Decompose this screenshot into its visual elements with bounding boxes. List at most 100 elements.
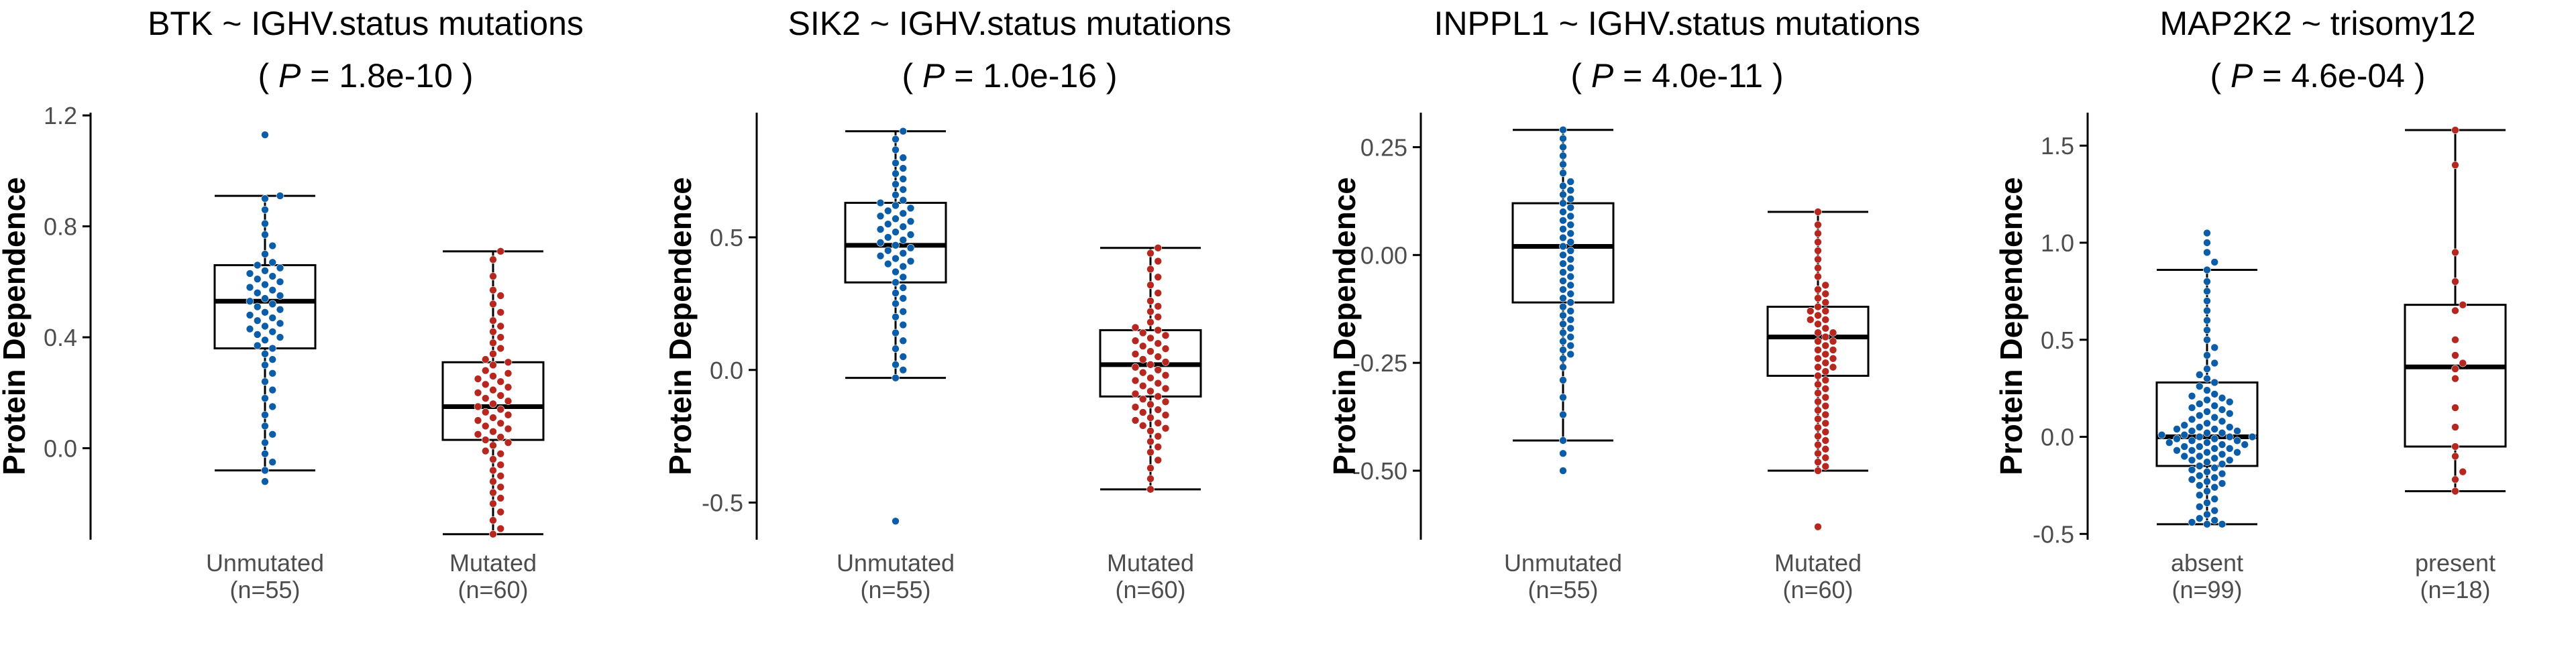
data-point [2210,473,2219,482]
data-point [1814,432,1822,440]
data-point [2210,378,2219,387]
data-point [2241,440,2249,449]
data-point [268,369,277,377]
data-point [2210,402,2219,410]
data-point [2451,306,2459,315]
data-point [892,190,900,199]
data-point [246,311,254,319]
data-point [1154,365,1163,374]
data-point [1814,337,1822,345]
data-point [1814,286,1822,294]
data-point [2459,359,2467,367]
data-point [496,392,505,400]
data-point [1559,311,1567,320]
data-point [489,530,497,538]
x-tick-label: Mutated [449,549,537,577]
data-point [1814,458,1822,466]
data-point [1814,406,1822,414]
y-tick-label: 0.0 [2041,424,2074,451]
data-point [2203,510,2211,519]
group-present: present(n=18) [2404,126,2507,603]
data-point [1154,289,1163,297]
p-value-number: = 4.0e-11 ) [1613,57,1783,95]
data-point [268,327,277,336]
data-point [1566,212,1575,221]
data-point [906,257,915,266]
data-point [2225,409,2234,418]
data-point [268,458,277,466]
data-point [2218,428,2226,437]
data-point [2451,374,2459,383]
data-point [1559,182,1567,190]
data-point [1814,380,1822,389]
data-point [2459,300,2467,309]
data-point [1821,419,1830,428]
data-point [2203,438,2211,447]
data-point [1138,395,1147,404]
data-point [246,270,254,278]
data-point [261,411,269,419]
data-point [2210,258,2219,266]
data-point [2203,448,2211,457]
x-tick-label: Mutated [1107,549,1194,577]
data-point [261,466,269,475]
y-tick-label: 0.25 [1360,133,1407,161]
data-point [1821,324,1830,333]
data-point [489,300,497,308]
data-point [1559,134,1567,143]
data-point [276,292,284,300]
data-point [2451,404,2459,412]
chart-panel-4: MAP2K2 ~ trisomy12 ( P = 4.6e-04 ) -0.5 0.0… [1994,5,2507,603]
data-point [1138,408,1147,416]
data-point [2459,467,2467,476]
data-point [2225,445,2234,453]
p-value-label: ( P = 1.0e-16 ) [902,57,1117,95]
data-point [268,314,277,322]
data-point [2218,394,2226,402]
data-point [1154,257,1163,266]
data-point [504,369,513,377]
data-point [899,175,908,183]
data-point [496,377,505,386]
data-point [253,261,262,270]
chart-title: SIK2 ~ IGHV.status mutations [788,5,1232,42]
data-point [2203,351,2211,359]
x-tick-count-label: (n=55) [1527,576,1598,603]
data-point [899,337,908,345]
group-absent: absent(n=99) [2155,229,2259,603]
data-point [899,353,908,361]
x-tick-count-label: (n=60) [1115,576,1185,603]
data-point [489,427,497,436]
data-point [1131,403,1140,411]
data-point [268,430,277,438]
data-point [261,280,269,289]
data-point [1814,467,1822,475]
y-tick-label: -0.5 [2033,520,2074,548]
data-point [1161,384,1170,393]
y-tick-label: 0.5 [710,224,743,251]
data-point [1559,393,1567,402]
data-point [1146,464,1155,472]
data-point [496,524,505,533]
data-point [268,272,277,280]
data-point [2210,425,2219,433]
data-point [2203,408,2211,416]
data-point [496,333,505,341]
data-point [892,201,900,210]
x-tick-label: present [2415,549,2496,577]
data-point [504,438,513,447]
data-point [2225,423,2234,431]
data-point [1161,424,1170,432]
chart-title: INPPL1 ~ IGHV.status mutations [1434,5,1921,42]
data-point [1821,341,1830,350]
data-point [1559,449,1567,458]
data-point [1814,311,1822,320]
data-point [1154,273,1163,282]
data-point [496,292,505,300]
data-point [899,284,908,292]
data-point [261,336,269,344]
data-point [496,344,505,353]
data-point [2233,448,2241,457]
data-point [2195,502,2204,511]
